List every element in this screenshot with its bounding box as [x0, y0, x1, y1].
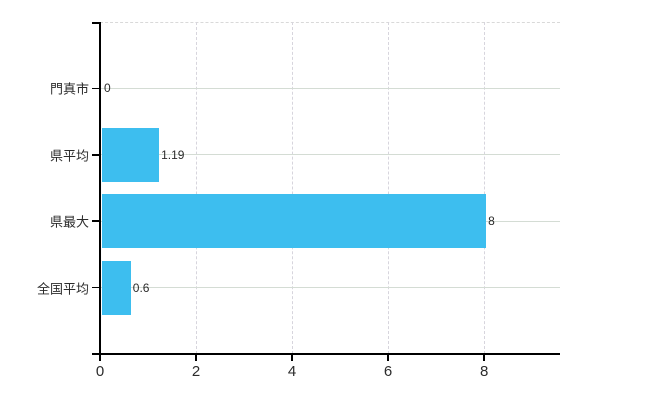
x-tick-label: 0 — [95, 363, 105, 380]
value-label: 0.6 — [132, 280, 150, 295]
x-tick-label: 4 — [287, 363, 297, 380]
v-gridline — [292, 22, 294, 354]
x-axis-tick — [195, 355, 197, 361]
category-label: 全国平均 — [36, 281, 89, 297]
plot-top-border — [100, 22, 560, 23]
category-label: 県平均 — [49, 148, 89, 164]
y-axis-line — [99, 22, 101, 354]
bar — [102, 194, 487, 249]
category-label: 門真市 — [49, 81, 89, 97]
x-axis-line — [92, 353, 560, 355]
y-axis-tick — [92, 87, 100, 90]
value-label: 0 — [104, 81, 111, 96]
category-label: 県最大 — [49, 214, 89, 230]
v-gridline — [196, 22, 198, 354]
value-label: 8 — [488, 214, 495, 229]
v-gridline — [484, 22, 486, 354]
bar — [102, 260, 131, 315]
h-gridline — [100, 287, 560, 289]
x-tick-label: 8 — [479, 363, 489, 380]
x-axis-tick — [483, 355, 485, 361]
y-axis-top-tick — [92, 22, 100, 24]
v-gridline — [388, 22, 390, 354]
x-axis-tick — [99, 355, 101, 361]
h-gridline — [100, 87, 560, 89]
y-axis-tick — [92, 154, 100, 156]
x-axis-tick — [387, 355, 389, 361]
y-axis-tick — [92, 286, 100, 289]
value-label: 1.19 — [161, 147, 185, 162]
y-axis-tick — [92, 220, 100, 222]
x-tick-label: 2 — [191, 363, 201, 380]
x-axis-tick — [291, 355, 293, 361]
x-tick-label: 6 — [383, 363, 393, 380]
bar — [102, 127, 160, 182]
h-gridline — [100, 154, 560, 156]
